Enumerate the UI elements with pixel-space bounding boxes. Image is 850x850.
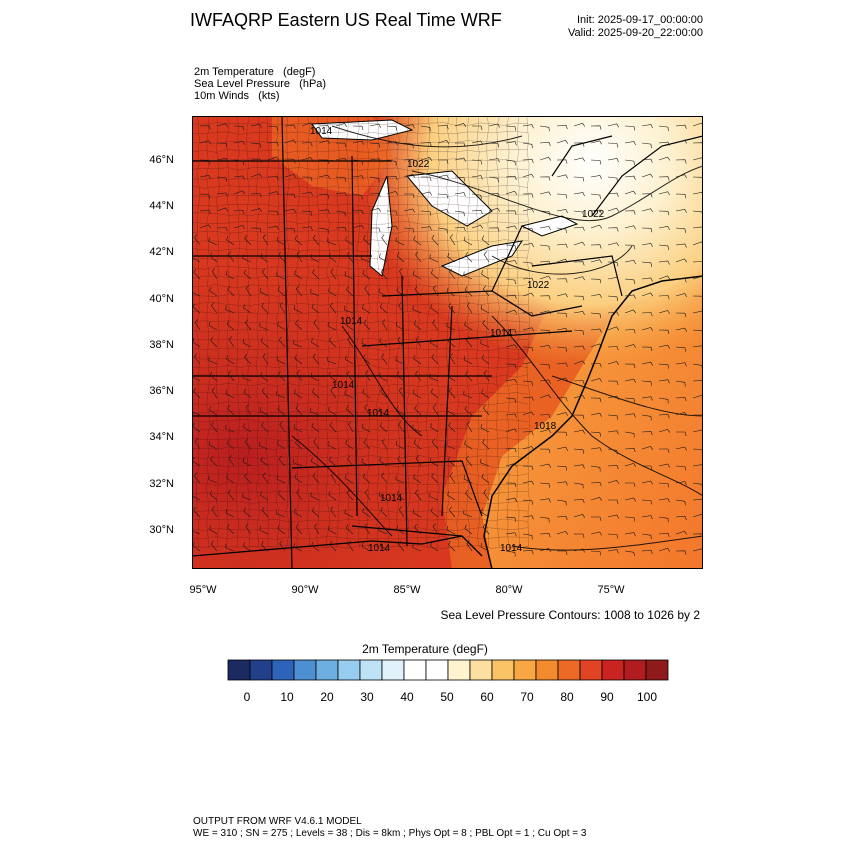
colorbar-box — [601, 659, 625, 681]
colorbar-tick-label: 100 — [637, 690, 657, 704]
coastline — [483, 275, 704, 570]
colorbar-tick-label: 10 — [280, 690, 294, 704]
pressure-labels: 1014 1022 1022 1022 1014 1014 1014 1014 … — [310, 126, 605, 554]
model-footer: OUTPUT FROM WRF V4.6.1 MODEL WE = 310 ; … — [193, 816, 586, 840]
colorbar-box — [579, 659, 603, 681]
state-boundaries — [192, 115, 704, 570]
colorbar-box — [491, 659, 515, 681]
lon-label-75: 75°W — [597, 584, 625, 596]
colorbar-title: 2m Temperature (degF) — [362, 642, 488, 656]
init-time: Init: 2025-09-17_00:00:00 — [577, 14, 703, 26]
pressure-contours — [291, 125, 704, 551]
colorbar-box — [513, 659, 537, 681]
lon-label-95: 95°W — [189, 584, 217, 596]
time-info: Init: 2025-09-17_00:00:00 Valid: 2025-09… — [568, 14, 703, 40]
pressure-label: 1014 — [367, 408, 390, 419]
colorbar-box — [557, 659, 581, 681]
field-list: 2m Temperature (degF) Sea Level Pressure… — [194, 66, 326, 102]
colorbar-box — [381, 659, 405, 681]
colorbar-tick-label: 50 — [440, 690, 454, 704]
colorbar-box — [227, 659, 251, 681]
pressure-label: 1022 — [527, 280, 550, 291]
colorbar-tick-label: 80 — [560, 690, 574, 704]
colorbar-box — [315, 659, 339, 681]
field-temperature: 2m Temperature (degF) — [194, 66, 316, 78]
colorbar-tick-label: 70 — [520, 690, 534, 704]
colorbar-box — [535, 659, 559, 681]
colorbar-tick-label: 30 — [360, 690, 374, 704]
pressure-label: 1022 — [582, 209, 605, 220]
county-lines — [191, 115, 530, 549]
colorbar: 0 10 20 30 40 50 60 70 80 90 100 — [227, 659, 669, 704]
map-canvas: 1014 1022 1022 1022 1014 1014 1014 1014 … — [186, 115, 705, 575]
colorbar-box — [447, 659, 471, 681]
lat-label-34: 34°N — [149, 431, 174, 443]
pressure-label: 1014 — [380, 493, 403, 504]
lat-label-36: 36°N — [149, 385, 174, 397]
lake-ontario — [520, 215, 579, 237]
colorbar-tick-label: 40 — [400, 690, 414, 704]
footer-line-2: WE = 310 ; SN = 275 ; Levels = 38 ; Dis … — [193, 828, 587, 839]
footer-line-1: OUTPUT FROM WRF V4.6.1 MODEL — [193, 816, 362, 827]
lat-label-44: 44°N — [149, 200, 174, 212]
pressure-label: 1014 — [490, 328, 513, 339]
lon-label-80: 80°W — [495, 584, 523, 596]
lat-label-30: 30°N — [149, 524, 174, 536]
pressure-label: 1018 — [534, 421, 557, 432]
colorbar-boxes — [227, 659, 669, 681]
pressure-label: 1014 — [340, 316, 363, 327]
pressure-label: 1014 — [310, 126, 333, 137]
valid-time: Valid: 2025-09-20_22:00:00 — [568, 27, 703, 39]
lat-label-38: 38°N — [149, 339, 174, 351]
colorbar-box — [293, 659, 317, 681]
colorbar-box — [403, 659, 427, 681]
lat-label-42: 42°N — [149, 246, 174, 258]
lake-superior — [311, 119, 414, 141]
contour-note: Sea Level Pressure Contours: 1008 to 102… — [440, 608, 701, 622]
lon-label-90: 90°W — [291, 584, 319, 596]
pressure-label: 1014 — [332, 380, 355, 391]
lat-label-40: 40°N — [149, 293, 174, 305]
wind-barbs — [191, 122, 705, 557]
colorbar-box — [359, 659, 383, 681]
lat-label-32: 32°N — [149, 478, 174, 490]
map-title: IWFAQRP Eastern US Real Time WRF — [190, 10, 502, 30]
colorbar-box — [337, 659, 361, 681]
colorbar-box — [623, 659, 647, 681]
colorbar-tick-label: 20 — [320, 690, 334, 704]
field-winds: 10m Winds (kts) — [194, 90, 280, 102]
map-frame — [192, 116, 703, 569]
colorbar-box — [425, 659, 449, 681]
lat-label-46: 46°N — [149, 154, 174, 166]
field-pressure: Sea Level Pressure (hPa) — [194, 78, 327, 90]
pressure-label: 1022 — [407, 159, 430, 170]
lon-label-85: 85°W — [393, 584, 421, 596]
colorbar-tick-label: 90 — [600, 690, 614, 704]
weather-map: 1014 1022 1022 1022 1014 1014 1014 1014 … — [186, 115, 705, 575]
pressure-label: 1014 — [368, 543, 391, 554]
colorbar-box — [271, 659, 295, 681]
colorbar-ticks: 0 10 20 30 40 50 60 70 80 90 100 — [244, 690, 658, 704]
colorbar-box — [249, 659, 273, 681]
colorbar-box — [469, 659, 493, 681]
colorbar-box — [645, 659, 669, 681]
colorbar-tick-label: 0 — [244, 690, 251, 704]
pressure-label: 1014 — [500, 543, 523, 554]
gulf-coast — [191, 535, 483, 557]
colorbar-tick-label: 60 — [480, 690, 494, 704]
